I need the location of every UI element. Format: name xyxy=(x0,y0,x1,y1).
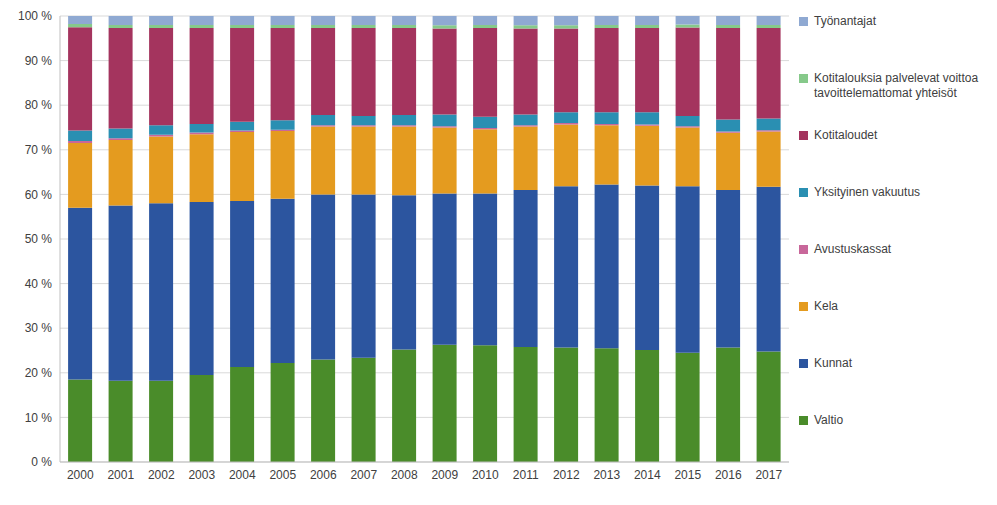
svg-text:2008: 2008 xyxy=(391,468,418,482)
svg-text:20 %: 20 % xyxy=(25,366,53,380)
svg-text:2011: 2011 xyxy=(513,468,539,482)
html-text:Yksityinen vakuutus: Yksityinen vakuutus xyxy=(814,185,921,199)
svg-text:90 %: 90 % xyxy=(25,54,53,68)
svg-text:50 %: 50 % xyxy=(25,232,53,246)
html-text:Kotitalouksia palvelevat voitt: Kotitalouksia palvelevat voittoa tavoitt… xyxy=(814,71,979,100)
svg-text:2009: 2009 xyxy=(431,468,458,482)
svg-text:2012: 2012 xyxy=(553,468,580,482)
svg-text:40 %: 40 % xyxy=(25,277,53,291)
svg-text:2017: 2017 xyxy=(755,468,782,482)
svg-text:2002: 2002 xyxy=(148,468,175,482)
svg-text:2015: 2015 xyxy=(674,468,701,482)
svg-text:30 %: 30 % xyxy=(25,321,53,335)
svg-text:2001: 2001 xyxy=(107,468,134,482)
html-text:Työnantajat: Työnantajat xyxy=(814,14,876,28)
svg-text:10 %: 10 % xyxy=(25,411,53,425)
svg-text:2000: 2000 xyxy=(67,468,94,482)
html-text:Kunnat: Kunnat xyxy=(814,356,852,370)
svg-text:2005: 2005 xyxy=(269,468,296,482)
svg-text:2003: 2003 xyxy=(188,468,215,482)
html-text:Valtio: Valtio xyxy=(814,413,844,427)
svg-text:2004: 2004 xyxy=(229,468,256,482)
svg-text:0 %: 0 % xyxy=(31,455,52,469)
svg-text:2016: 2016 xyxy=(715,468,742,482)
svg-text:2013: 2013 xyxy=(593,468,620,482)
svg-text:2014: 2014 xyxy=(634,468,661,482)
svg-text:100 %: 100 % xyxy=(18,9,52,23)
html-text:Kela: Kela xyxy=(814,299,838,313)
html-text:Avustuskassat: Avustuskassat xyxy=(814,242,892,256)
svg-text:80 %: 80 % xyxy=(25,98,53,112)
svg-text:70 %: 70 % xyxy=(25,143,53,157)
svg-text:2010: 2010 xyxy=(472,468,499,482)
svg-text:2006: 2006 xyxy=(310,468,337,482)
svg-text:2007: 2007 xyxy=(350,468,377,482)
html-text:Kotitaloudet: Kotitaloudet xyxy=(814,128,878,142)
svg-text:60 %: 60 % xyxy=(25,188,53,202)
